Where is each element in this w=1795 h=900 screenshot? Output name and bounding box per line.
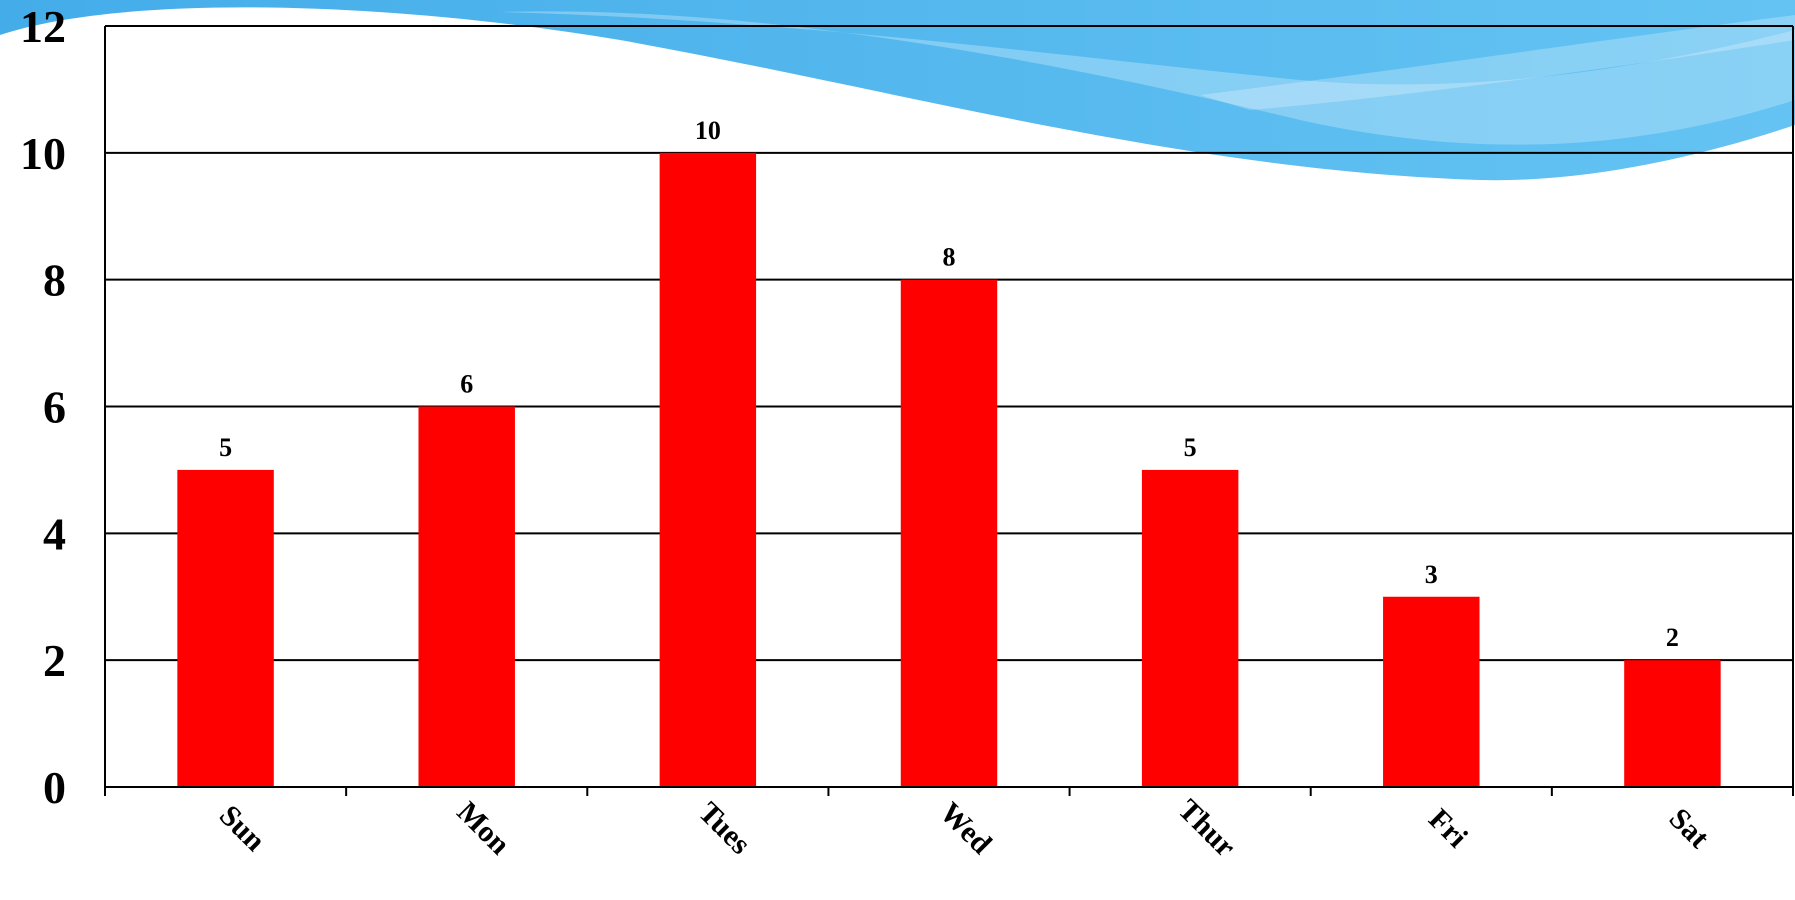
data-label: 5	[219, 433, 232, 462]
y-tick-label: 12	[20, 1, 66, 52]
data-label: 5	[1184, 433, 1197, 462]
bars	[177, 152, 1721, 788]
data-label: 8	[943, 243, 956, 272]
axes	[104, 25, 1794, 796]
y-tick-label: 10	[20, 128, 66, 179]
x-tick-labels: Sun Mon Tues Wed Thur Fri Sat	[213, 793, 1716, 864]
bar-mon	[418, 406, 515, 787]
bar-tues	[659, 152, 757, 788]
y-tick-label: 8	[43, 255, 66, 306]
x-tick-label: Sat	[1663, 802, 1716, 855]
y-tick-label: 0	[43, 762, 66, 813]
y-tick-label: 6	[43, 382, 66, 433]
x-tick-label: Wed	[933, 796, 998, 861]
wave-band-main	[0, 0, 1795, 181]
data-label: 2	[1666, 623, 1679, 652]
x-tick-label: Thur	[1172, 793, 1243, 864]
wave-band-light	[500, 11, 1795, 145]
bar-thur	[1141, 469, 1239, 787]
x-tick-label: Sun	[213, 799, 272, 858]
data-label: 10	[695, 116, 721, 145]
data-labels: 5 6 10 8 5 3 2	[219, 116, 1679, 652]
bar-sun	[177, 469, 274, 787]
bar-sat	[1624, 660, 1721, 787]
data-label: 3	[1425, 560, 1438, 589]
y-tick-label: 4	[43, 508, 66, 559]
decorative-wave	[0, 0, 1795, 181]
x-tick-label: Mon	[451, 795, 517, 861]
bar-fri	[1383, 596, 1480, 787]
x-tick-label: Fri	[1422, 802, 1474, 854]
data-label: 6	[460, 370, 473, 399]
bar-wed	[900, 279, 998, 787]
y-tick-label: 2	[43, 635, 66, 686]
y-tick-labels: 0 2 4 6 8 10 12	[20, 1, 66, 813]
wave-band-highlight	[1200, 15, 1795, 110]
x-tick-label: Tues	[692, 796, 757, 861]
